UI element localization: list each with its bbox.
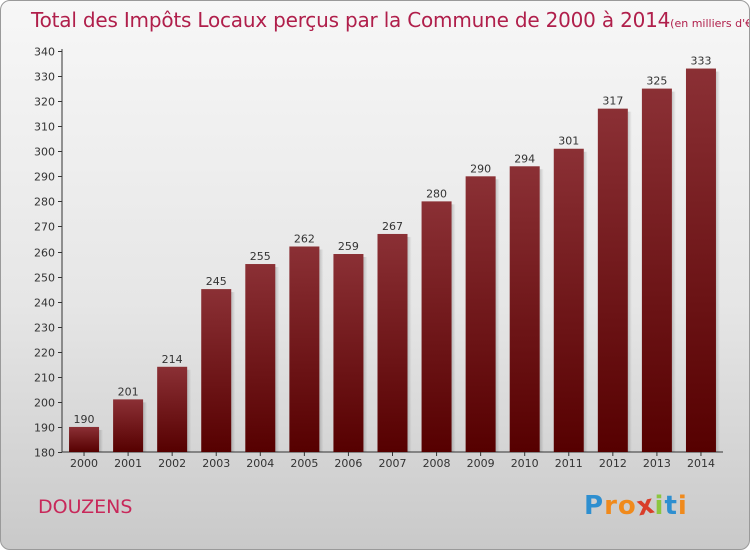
y-tick-label: 200: [34, 397, 55, 410]
x-tick-label: 2003: [202, 457, 230, 470]
bar: [465, 176, 496, 452]
y-tick-label: 290: [34, 171, 55, 184]
y-tick-label: 220: [34, 347, 55, 360]
y-tick-label: 190: [34, 422, 55, 435]
logo-letter: i: [677, 491, 688, 521]
bar-shadow: [143, 402, 148, 452]
bar: [245, 264, 276, 452]
bar-value-label: 280: [426, 187, 447, 200]
y-tick-label: 240: [34, 297, 55, 310]
bar-value-label: 255: [250, 250, 271, 263]
bar-shadow: [627, 111, 632, 453]
bar-shadow: [319, 249, 324, 452]
x-tick-label: 2007: [379, 457, 407, 470]
bar-value-label: 214: [162, 353, 183, 366]
y-tick-label: 270: [34, 221, 55, 234]
x-tick-label: 2012: [599, 457, 627, 470]
bar: [201, 289, 232, 452]
bar-value-label: 259: [338, 240, 359, 253]
bar: [113, 399, 144, 452]
bar-value-label: 190: [74, 413, 95, 426]
bar: [553, 148, 584, 452]
x-tick-label: 2008: [423, 457, 451, 470]
bar: [157, 366, 188, 452]
bars-group: [69, 68, 720, 453]
x-tick-label: 2006: [334, 457, 362, 470]
x-tick-label: 2013: [643, 457, 671, 470]
labels-group: 190 2000 201 2001 214 2002 245 2003 255 2004 262 20…: [70, 55, 715, 470]
bar-shadow: [715, 71, 720, 452]
bar: [597, 108, 628, 453]
y-tick-label: 250: [34, 272, 55, 285]
x-tick-label: 2001: [114, 457, 142, 470]
x-tick-label: 2000: [70, 457, 98, 470]
bar-shadow: [187, 369, 192, 452]
bar-shadow: [539, 169, 544, 452]
bar-shadow: [231, 292, 236, 452]
y-tick-label: 320: [34, 96, 55, 109]
axes: 180 190 200 210 220 230 240 250 260 270 280 290 300 3…: [34, 46, 723, 460]
y-tick-label: 310: [34, 121, 55, 134]
y-tick-label: 300: [34, 146, 55, 159]
bar-value-label: 294: [514, 152, 535, 165]
bar-value-label: 267: [382, 220, 403, 233]
bar-value-label: 317: [602, 95, 623, 108]
y-tick-label: 280: [34, 196, 55, 209]
x-tick-label: 2005: [290, 457, 318, 470]
x-tick-label: 2010: [511, 457, 539, 470]
y-tick-label: 230: [34, 322, 55, 335]
x-tick-label: 2011: [555, 457, 583, 470]
logo-letter: i: [654, 491, 665, 521]
bar-shadow: [583, 151, 588, 452]
bar-value-label: 245: [206, 275, 227, 288]
x-tick-label: 2004: [246, 457, 274, 470]
logo-letter: t: [664, 491, 678, 521]
bar: [289, 246, 320, 452]
y-tick-label: 210: [34, 372, 55, 385]
x-tick-label: 2009: [467, 457, 495, 470]
commune-name: DOUZENS: [38, 496, 133, 518]
bar-shadow: [407, 236, 412, 452]
x-tick-label: 2014: [687, 457, 715, 470]
bar-value-label: 201: [118, 385, 139, 398]
bar-shadow: [275, 267, 280, 452]
y-tick-label: 180: [34, 447, 55, 460]
bar-shadow: [451, 204, 456, 452]
chart-title-text: Total des Impôts Locaux perçus par la Co…: [31, 8, 671, 32]
logo-letter: P: [584, 491, 605, 521]
x-tick-label: 2002: [158, 457, 186, 470]
bar-value-label: 262: [294, 232, 315, 245]
bar: [69, 426, 100, 452]
bar-shadow: [99, 429, 104, 452]
bar-shadow: [671, 91, 676, 452]
proxiti-logo: Proxiti: [584, 489, 688, 522]
bar-shadow: [495, 179, 500, 452]
bar-value-label: 301: [558, 135, 579, 148]
chart-title: Total des Impôts Locaux perçus par la Co…: [31, 8, 750, 32]
bar: [685, 68, 716, 452]
bar-value-label: 325: [646, 75, 667, 88]
bar-value-label: 290: [470, 162, 491, 175]
y-tick-label: 340: [34, 46, 55, 59]
y-tick-label: 260: [34, 247, 55, 260]
chart-subtitle: (en milliers d'€): [670, 17, 750, 30]
y-tick-label: 330: [34, 71, 55, 84]
bar: [421, 201, 452, 452]
bar: [377, 233, 408, 452]
logo-letter: r: [604, 491, 618, 521]
bar: [641, 88, 672, 452]
bar: [509, 166, 540, 452]
logo-letter: o: [617, 491, 637, 521]
bar-shadow: [363, 257, 368, 452]
bar: [333, 254, 364, 452]
bar-value-label: 333: [690, 55, 711, 68]
